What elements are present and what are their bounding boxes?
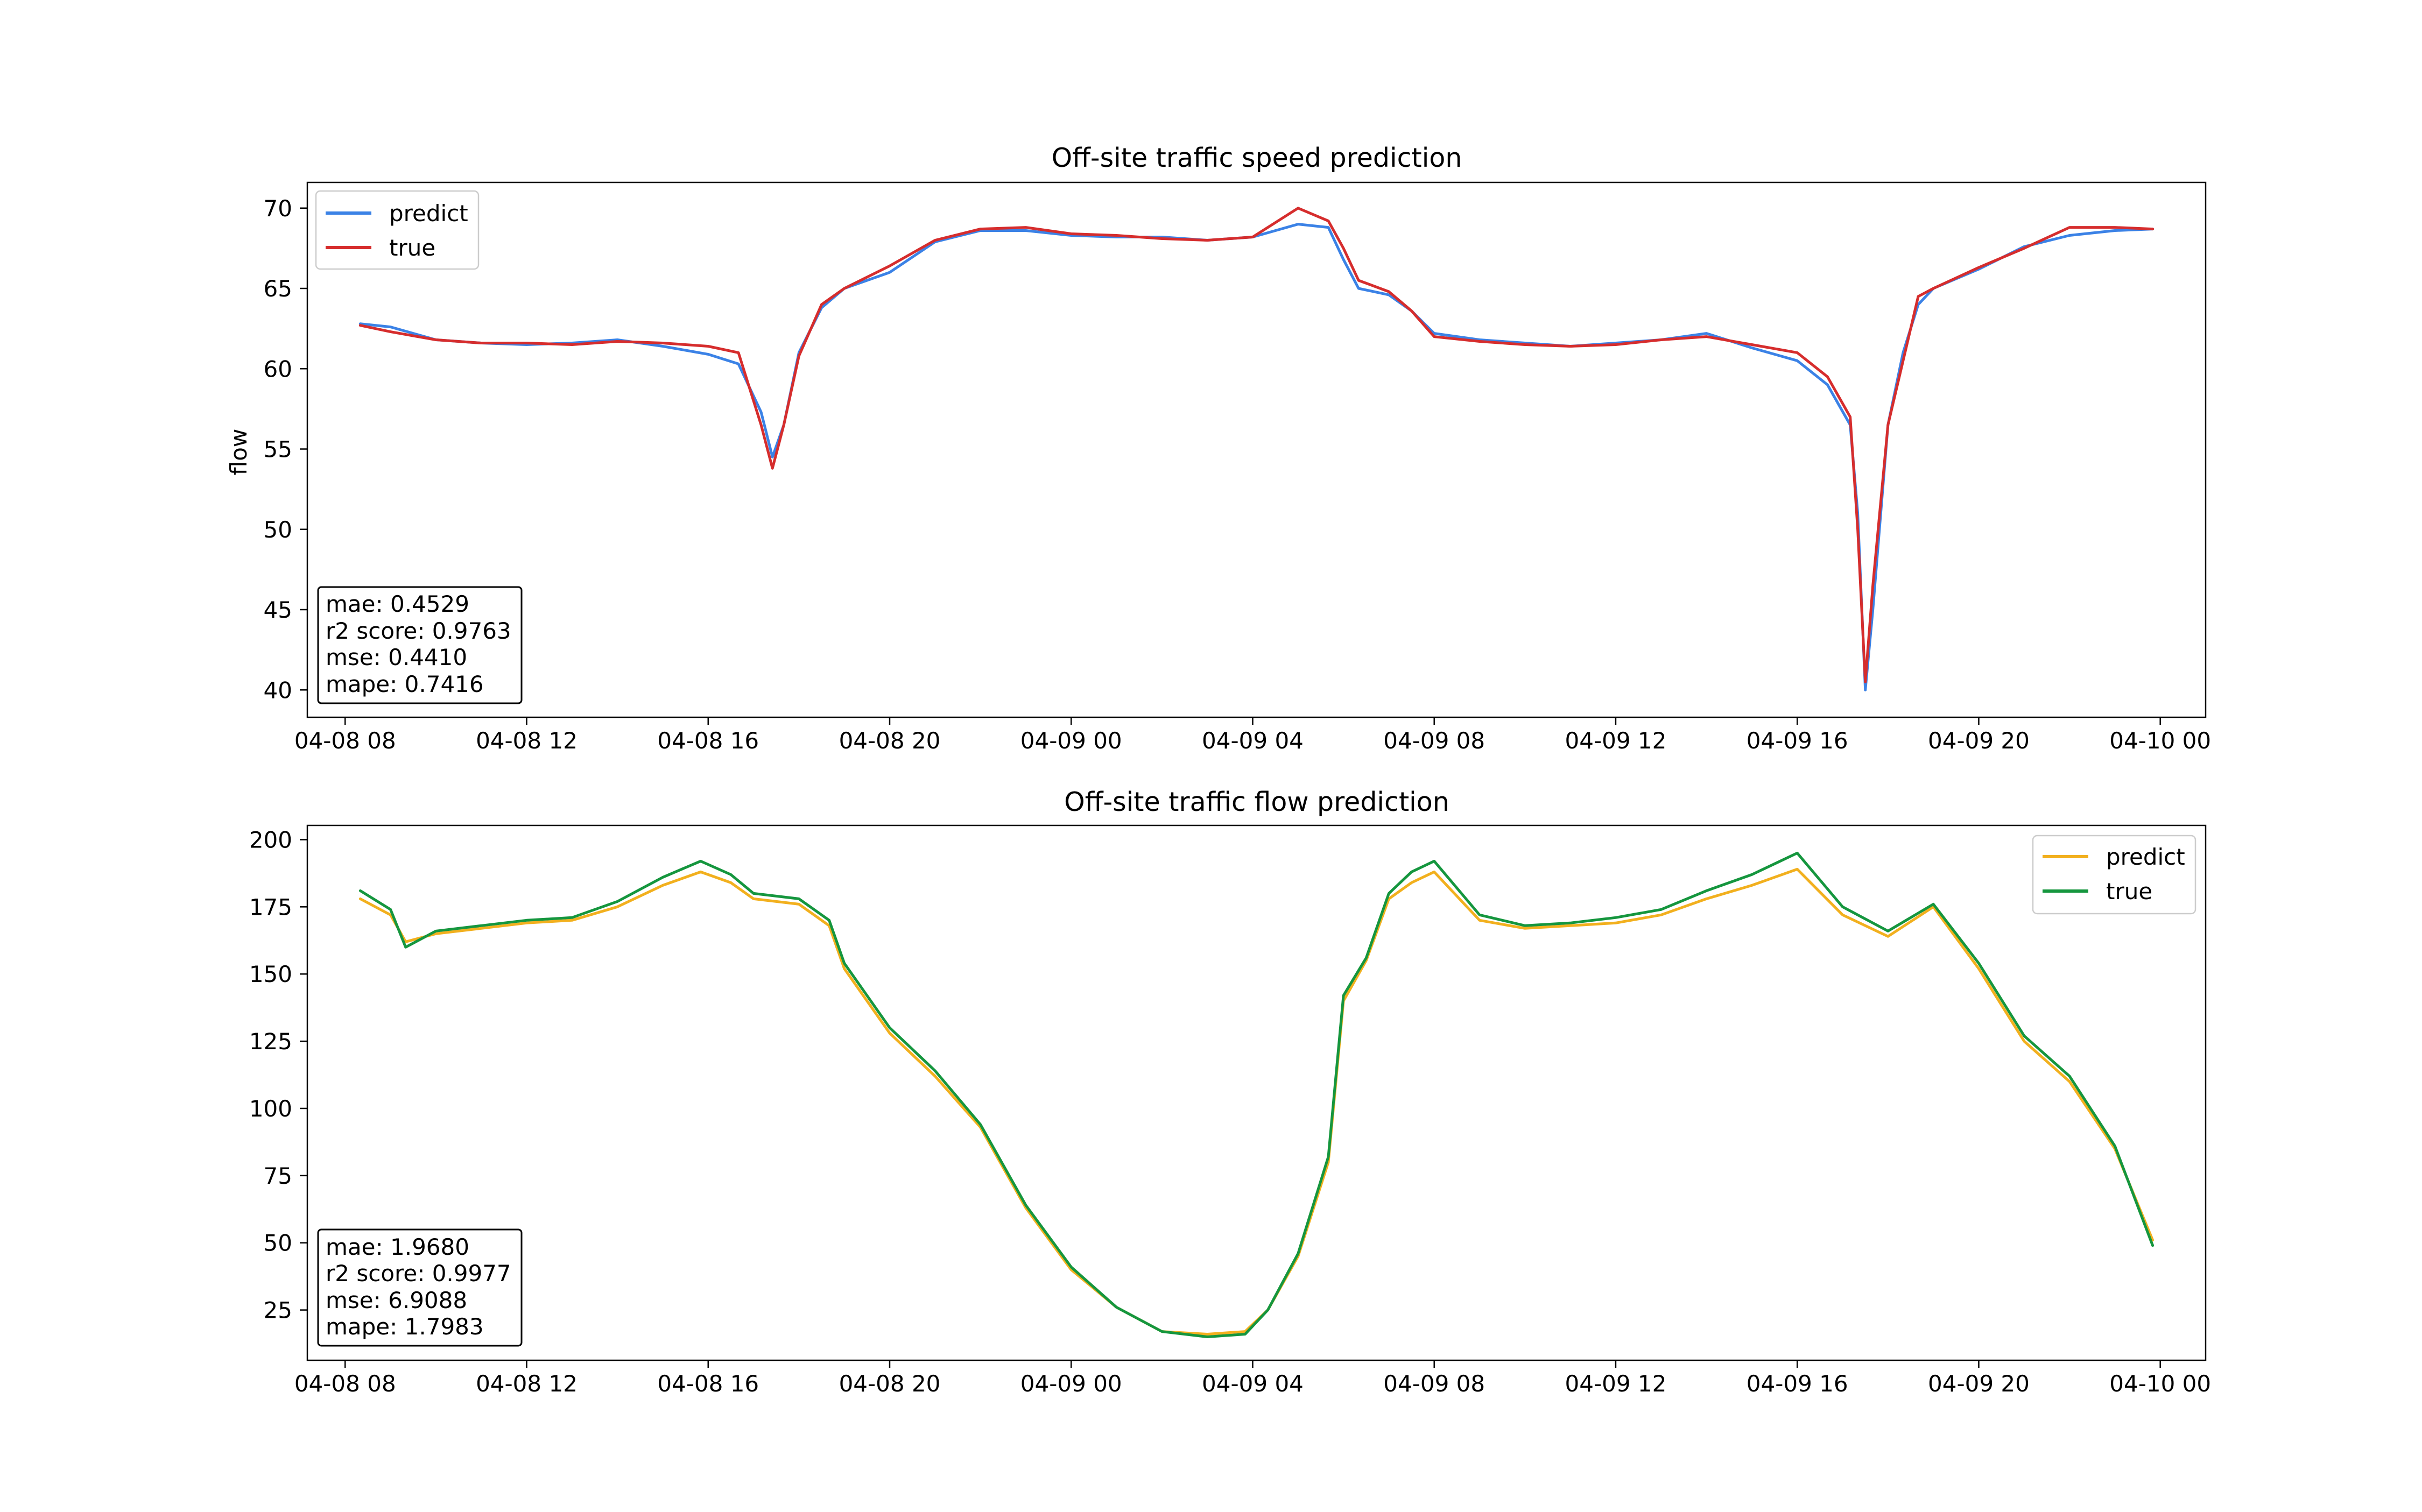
metric-mse: mse: 0.4410 [326, 644, 467, 670]
y-axis-label: flow [226, 429, 252, 476]
x-tick-label: 04-09 20 [1928, 1370, 2030, 1397]
series-line-predict [358, 223, 2155, 691]
x-tick-label: 04-08 08 [294, 727, 396, 754]
x-tick-label: 04-10 00 [2109, 727, 2211, 754]
metric-mae: mae: 0.4529 [326, 591, 469, 617]
y-tick-label: 50 [264, 517, 292, 543]
axis-ticks: 04-08 08 04-08 12 04-08 16 04-08 20 04-09 00… [249, 826, 2211, 1397]
metric-r2: r2 score: 0.9977 [326, 1260, 511, 1287]
plot-area-frame [306, 181, 2207, 718]
y-tick-label: 50 [264, 1230, 292, 1256]
plot-area-frame [306, 824, 2207, 1361]
series-line-predict [358, 867, 2155, 1336]
y-tick-label: 125 [249, 1028, 292, 1055]
x-tick-label: 04-08 12 [476, 1370, 578, 1397]
x-tick-label: 04-08 20 [839, 1370, 941, 1397]
y-tick-label: 65 [264, 275, 292, 302]
metric-mape: mape: 1.7983 [326, 1313, 484, 1340]
x-tick-label: 04-09 08 [1383, 727, 1485, 754]
x-tick-label: 04-09 04 [1202, 727, 1304, 754]
legend-label-true: true [389, 235, 435, 261]
metrics-box: mae: 0.4529 r2 score: 0.9763 mse: 0.4410… [317, 586, 523, 704]
y-tick-label: 150 [249, 961, 292, 987]
x-tick-label: 04-09 20 [1928, 727, 2030, 754]
series-line-true [358, 207, 2155, 683]
y-tick-label: 100 [249, 1096, 292, 1122]
metric-mse: mse: 6.9088 [326, 1287, 467, 1313]
x-tick-label: 04-09 16 [1747, 1370, 1848, 1397]
y-tick-label: 55 [264, 436, 292, 463]
x-tick-label: 04-09 12 [1565, 1370, 1667, 1397]
y-tick-label: 60 [264, 356, 292, 382]
x-tick-label: 04-09 04 [1202, 1370, 1304, 1397]
speed-chart: Off-site traffic speed prediction flow 0… [226, 143, 2211, 754]
legend-label-predict: predict [389, 200, 468, 227]
chart-title: Off-site traffic speed prediction [1052, 143, 1462, 173]
legend-label-true: true [2106, 878, 2152, 905]
x-tick-label: 04-09 00 [1020, 727, 1122, 754]
y-tick-label: 40 [264, 677, 292, 703]
series-line-true [358, 851, 2155, 1338]
metrics-frame [317, 1228, 523, 1347]
legend: predict true [2032, 835, 2196, 915]
metric-mape: mape: 0.7416 [326, 671, 484, 697]
x-tick-label: 04-08 16 [657, 727, 759, 754]
x-tick-label: 04-10 00 [2109, 1370, 2211, 1397]
series-lines [358, 207, 2155, 691]
y-tick-label: 75 [264, 1163, 292, 1189]
series-lines [358, 851, 2155, 1338]
axis-ticks: 04-08 08 04-08 12 04-08 16 04-08 20 04-09 00… [264, 195, 2212, 754]
x-tick-label: 04-09 00 [1020, 1370, 1122, 1397]
y-tick-label: 45 [264, 597, 292, 623]
y-tick-label: 25 [264, 1297, 292, 1324]
x-tick-label: 04-08 12 [476, 727, 578, 754]
metric-mae: mae: 1.9680 [326, 1234, 469, 1260]
legend: predict true [315, 190, 480, 270]
x-tick-label: 04-08 20 [839, 727, 941, 754]
y-tick-label: 175 [249, 894, 292, 920]
x-tick-label: 04-08 16 [657, 1370, 759, 1397]
y-tick-label: 200 [249, 826, 292, 853]
legend-label-predict: predict [2106, 844, 2185, 870]
flow-chart: Off-site traffic flow prediction 04-08 0… [249, 787, 2211, 1397]
legend-frame [315, 190, 480, 270]
metrics-frame [317, 586, 523, 704]
x-tick-label: 04-09 08 [1383, 1370, 1485, 1397]
metric-r2: r2 score: 0.9763 [326, 618, 511, 644]
y-tick-label: 70 [264, 195, 292, 222]
x-tick-label: 04-09 16 [1747, 727, 1848, 754]
x-tick-label: 04-09 12 [1565, 727, 1667, 754]
metrics-box: mae: 1.9680 r2 score: 0.9977 mse: 6.9088… [317, 1228, 523, 1347]
x-tick-label: 04-08 08 [294, 1370, 396, 1397]
chart-title: Off-site traffic flow prediction [1064, 787, 1449, 817]
